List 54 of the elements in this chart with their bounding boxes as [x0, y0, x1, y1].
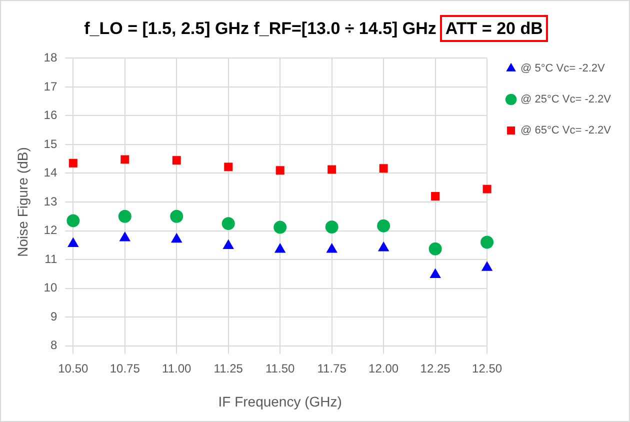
- legend-label: @ 65°C Vc= -2.2V: [520, 124, 612, 137]
- point: [480, 236, 494, 249]
- y-tick-label: 17: [44, 79, 58, 94]
- x-tick-label: 12.50: [472, 361, 502, 376]
- point: [378, 242, 390, 252]
- y-tick-label: 18: [44, 50, 58, 65]
- point: [172, 156, 181, 165]
- point: [431, 192, 440, 200]
- point: [482, 184, 492, 194]
- point: [170, 210, 184, 223]
- y-tick-label: 14: [44, 166, 58, 180]
- y-tick-label: 13: [44, 194, 58, 208]
- x-tick-label: 10.75: [110, 361, 140, 376]
- point: [120, 155, 130, 164]
- y-tick-label: 10: [44, 280, 58, 295]
- point: [66, 214, 80, 228]
- point: [430, 268, 441, 278]
- point: [326, 242, 338, 253]
- x-tick-label: 10.50: [58, 361, 88, 376]
- x-tick-label: 11.75: [317, 361, 347, 376]
- point: [68, 237, 79, 247]
- y-tick-label: 16: [44, 108, 58, 122]
- point: [274, 242, 286, 253]
- point: [222, 239, 234, 249]
- point: [119, 231, 131, 242]
- chart-subtitle: ATT = 20 dB: [440, 15, 548, 42]
- y-tick-label: 9: [50, 309, 58, 324]
- y-tick-label: 12: [44, 223, 58, 238]
- x-tick-label: 12.25: [420, 361, 451, 376]
- x-tick-label: 11.50: [266, 361, 295, 376]
- y-tick-label: 15: [44, 136, 58, 151]
- point: [170, 232, 182, 243]
- point: [481, 261, 493, 271]
- point: [222, 217, 235, 230]
- x-tick-label: 11.00: [162, 361, 192, 376]
- y-tick-label: 8: [50, 338, 58, 352]
- point: [276, 166, 284, 175]
- point: [118, 210, 132, 223]
- x-tick-label: 12.00: [368, 361, 399, 376]
- point: [274, 220, 287, 234]
- legend-label: @ 5°C Vc= -2.2V: [520, 62, 606, 75]
- x-tick-label: 11.25: [214, 361, 244, 376]
- chart-title: f_LO = [1.5, 2.5] GHz f_RF=[13.0 ÷ 14.5] GHz: [84, 19, 436, 38]
- x-axis-title: IF Frequency (GHz): [218, 393, 342, 410]
- point: [328, 165, 336, 174]
- point: [68, 158, 78, 168]
- point: [224, 162, 233, 172]
- point: [377, 219, 390, 232]
- point: [428, 242, 442, 256]
- y-axis-title: Noise Figure (dB): [14, 147, 30, 257]
- y-tick-label: 11: [44, 252, 58, 266]
- legend-label: @ 25°C Vc= -2.2V: [520, 94, 612, 106]
- point: [325, 220, 338, 234]
- point: [379, 164, 388, 173]
